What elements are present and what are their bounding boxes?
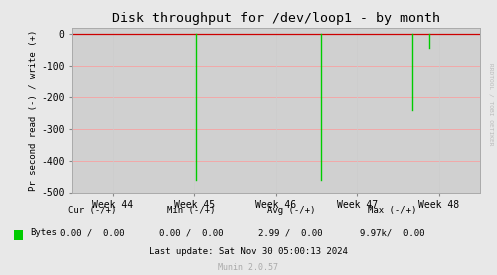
Text: 0.00 /  0.00: 0.00 / 0.00 bbox=[60, 228, 124, 237]
Text: Min (-/+): Min (-/+) bbox=[167, 206, 216, 215]
Text: 0.00 /  0.00: 0.00 / 0.00 bbox=[159, 228, 224, 237]
Text: Munin 2.0.57: Munin 2.0.57 bbox=[219, 263, 278, 272]
Text: 9.97k/  0.00: 9.97k/ 0.00 bbox=[360, 228, 425, 237]
Text: Bytes: Bytes bbox=[30, 228, 57, 237]
Text: 2.99 /  0.00: 2.99 / 0.00 bbox=[258, 228, 323, 237]
Title: Disk throughput for /dev/loop1 - by month: Disk throughput for /dev/loop1 - by mont… bbox=[112, 12, 440, 25]
Text: Cur (-/+): Cur (-/+) bbox=[68, 206, 116, 215]
Text: Last update: Sat Nov 30 05:00:13 2024: Last update: Sat Nov 30 05:00:13 2024 bbox=[149, 248, 348, 256]
Y-axis label: Pr second read (-) / write (+): Pr second read (-) / write (+) bbox=[29, 29, 38, 191]
Text: RRDTOOL / TOBI OETIKER: RRDTOOL / TOBI OETIKER bbox=[489, 63, 494, 146]
Text: Max (-/+): Max (-/+) bbox=[368, 206, 417, 215]
Text: Avg (-/+): Avg (-/+) bbox=[266, 206, 315, 215]
